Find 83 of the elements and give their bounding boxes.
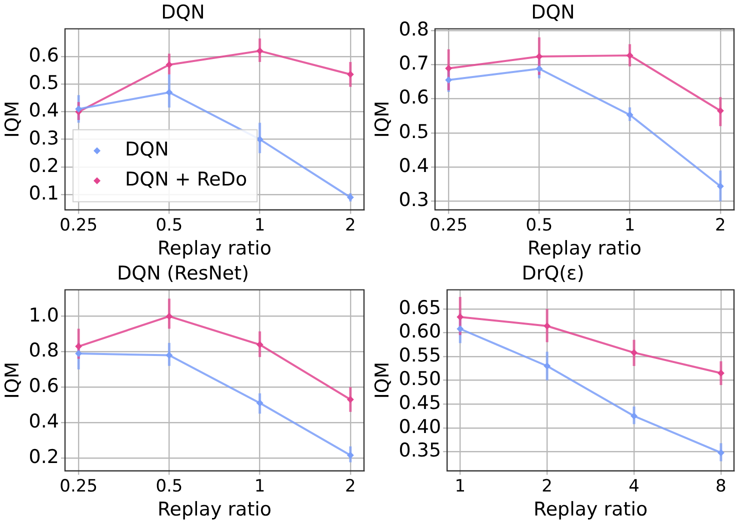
y-tick-label: 0.65 xyxy=(398,296,442,319)
x-tick-label: 0.25 xyxy=(60,476,98,496)
x-tick-label: 2 xyxy=(344,215,356,236)
y-tick-label: 0.40 xyxy=(398,416,442,438)
x-tick-label: 1 xyxy=(254,215,266,236)
point xyxy=(166,88,173,96)
point xyxy=(630,349,638,356)
point xyxy=(717,370,724,377)
x-tick-label: 2 xyxy=(344,476,356,496)
y-tick-label: 0.2 xyxy=(28,446,60,468)
y-tick-label: 0.4 xyxy=(398,155,430,178)
legend-label: DQN + ReDo xyxy=(125,168,248,191)
point xyxy=(716,107,724,114)
x-axis-title: Replay ratio xyxy=(527,238,642,260)
point xyxy=(256,47,264,54)
y-tick-label: 0.35 xyxy=(398,440,442,462)
x-tick-label: 0.5 xyxy=(156,476,183,496)
point xyxy=(346,452,354,459)
point xyxy=(256,341,264,348)
x-axis-title: Replay ratio xyxy=(157,238,272,260)
x-tick-label: 4 xyxy=(628,476,640,496)
y-tick-label: 0.55 xyxy=(398,344,442,366)
point xyxy=(536,65,543,72)
x-tick-label: 2 xyxy=(714,215,726,236)
point xyxy=(346,396,354,403)
y-tick-label: 0.7 xyxy=(398,52,430,75)
point xyxy=(544,362,551,370)
y-tick-label: 0.4 xyxy=(28,410,60,432)
point xyxy=(456,325,464,332)
point xyxy=(166,352,173,359)
y-axis-title: IQM xyxy=(1,362,24,399)
point xyxy=(166,312,173,320)
point xyxy=(346,70,354,78)
x-axis-title: Replay ratio xyxy=(157,498,272,521)
y-tick-label: 0.60 xyxy=(398,320,442,343)
x-tick-label: 0.25 xyxy=(60,215,98,236)
point xyxy=(75,350,82,357)
y-tick-label: 0.8 xyxy=(28,340,60,362)
y-axis-title: IQM xyxy=(371,362,394,399)
point xyxy=(544,322,551,330)
y-tick-label: 0.3 xyxy=(28,127,60,150)
chart-title: DrQ(ε) xyxy=(522,262,584,284)
legend-label: DQN xyxy=(125,138,169,161)
y-tick-label: 0.2 xyxy=(28,154,60,177)
point xyxy=(626,111,634,118)
y-tick-label: 0.8 xyxy=(398,18,430,40)
point xyxy=(256,400,264,407)
point xyxy=(75,105,82,112)
point xyxy=(75,342,82,350)
point xyxy=(716,182,724,190)
point xyxy=(626,52,634,59)
y-axis-title: IQM xyxy=(371,100,394,138)
point xyxy=(630,412,638,420)
x-tick-label: 2 xyxy=(542,476,552,496)
point xyxy=(166,61,173,68)
chart-title: DQN (ResNet) xyxy=(117,262,249,284)
x-tick-label: 0.5 xyxy=(526,215,553,236)
y-axis-title: IQM xyxy=(1,100,24,138)
y-tick-label: 0.6 xyxy=(28,44,60,66)
y-tick-label: 0.4 xyxy=(28,100,60,122)
point xyxy=(717,449,724,456)
x-tick-label: 1 xyxy=(254,476,266,496)
chart-title: DQN xyxy=(161,1,205,24)
y-tick-label: 0.50 xyxy=(398,368,442,390)
y-tick-label: 0.5 xyxy=(398,120,430,143)
x-tick-label: 0.25 xyxy=(430,215,468,236)
x-tick-label: 1 xyxy=(624,215,636,236)
x-tick-label: 1 xyxy=(454,476,466,496)
x-tick-label: 0.5 xyxy=(156,215,183,236)
x-tick-label: 8 xyxy=(716,476,726,496)
point xyxy=(445,64,452,72)
y-tick-label: 0.45 xyxy=(398,392,442,414)
y-tick-label: 1.0 xyxy=(28,304,60,326)
y-tick-label: 0.3 xyxy=(398,189,430,212)
chart-title: DQN xyxy=(531,1,575,24)
point xyxy=(536,52,543,60)
x-axis-title: Replay ratio xyxy=(533,498,648,521)
point xyxy=(445,76,452,84)
y-tick-label: 0.1 xyxy=(28,182,60,205)
point xyxy=(456,313,464,320)
y-tick-label: 0.5 xyxy=(28,72,60,94)
y-tick-label: 0.6 xyxy=(398,86,430,109)
y-tick-label: 0.6 xyxy=(28,375,60,398)
